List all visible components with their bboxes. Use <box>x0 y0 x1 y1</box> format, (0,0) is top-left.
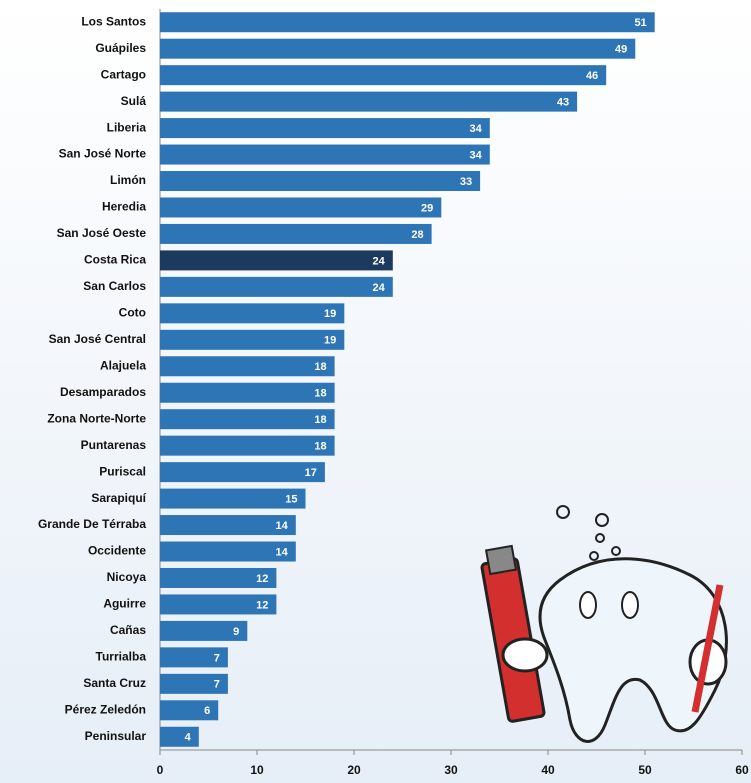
y-tick-label: Santa Cruz <box>83 676 146 690</box>
bar <box>160 382 335 403</box>
y-tick-label: Limón <box>110 173 146 187</box>
bar <box>160 38 636 59</box>
bar <box>160 594 277 615</box>
y-tick-label: Aguirre <box>103 597 146 611</box>
value-label: 12 <box>256 573 268 585</box>
y-tick-label: Turrialba <box>96 650 147 664</box>
value-label: 24 <box>373 282 386 294</box>
x-tick-label: 50 <box>638 763 652 777</box>
y-tick-label: Cañas <box>110 623 146 637</box>
value-label: 18 <box>314 361 326 373</box>
bar <box>160 171 481 192</box>
value-label: 6 <box>204 705 210 717</box>
value-label: 28 <box>411 229 423 241</box>
x-tick-label: 20 <box>347 763 361 777</box>
bar <box>160 118 490 139</box>
x-tick-label: 30 <box>444 763 458 777</box>
bar <box>160 435 335 456</box>
bar <box>160 620 248 641</box>
bar <box>160 250 393 271</box>
value-label: 7 <box>214 652 220 664</box>
value-label: 14 <box>276 520 289 532</box>
y-tick-label: Sarapiquí <box>91 491 146 505</box>
bar <box>160 700 219 721</box>
value-label: 34 <box>470 123 483 135</box>
x-tick-label: 0 <box>157 763 164 777</box>
value-label: 14 <box>276 546 289 558</box>
y-tick-label: Nicoya <box>107 570 147 584</box>
bar <box>160 567 277 588</box>
y-tick-label: Occidente <box>88 544 146 558</box>
value-label: 24 <box>373 255 386 267</box>
value-label: 19 <box>324 335 336 347</box>
y-tick-label: San José Oeste <box>57 226 147 240</box>
bar <box>160 329 345 350</box>
y-tick-label: Peninsular <box>85 729 147 743</box>
bar <box>160 515 296 536</box>
value-label: 18 <box>314 441 326 453</box>
bar <box>160 541 296 562</box>
bar <box>160 462 325 483</box>
bar <box>160 673 228 694</box>
value-label: 51 <box>634 17 646 29</box>
y-tick-label: Coto <box>119 306 146 320</box>
value-label: 9 <box>233 626 239 638</box>
x-tick-label: 10 <box>250 763 264 777</box>
value-label: 18 <box>314 388 326 400</box>
bar <box>160 726 199 747</box>
x-tick-label: 40 <box>541 763 555 777</box>
bar <box>160 223 432 244</box>
y-tick-label: Guápiles <box>95 41 146 55</box>
y-tick-label: Desamparados <box>60 385 146 399</box>
bar <box>160 197 442 218</box>
x-tick-label: 60 <box>735 763 749 777</box>
value-label: 34 <box>470 149 483 161</box>
y-tick-label: Liberia <box>107 120 147 134</box>
value-label: 43 <box>557 97 569 109</box>
value-label: 12 <box>256 599 268 611</box>
bar <box>160 303 345 324</box>
value-label: 7 <box>214 679 220 691</box>
y-tick-label: Cartago <box>101 67 146 81</box>
y-tick-label: San José Norte <box>59 147 147 161</box>
value-label: 15 <box>285 493 297 505</box>
value-label: 46 <box>586 70 598 82</box>
y-tick-label: Zona Norte-Norte <box>47 411 146 425</box>
bar <box>160 409 335 430</box>
y-tick-label: Puntarenas <box>81 438 147 452</box>
y-tick-label: San José Central <box>49 332 146 346</box>
bar <box>160 488 306 509</box>
bar <box>160 276 393 297</box>
bar <box>160 144 490 165</box>
y-tick-label: Heredia <box>102 200 146 214</box>
value-label: 29 <box>421 202 433 214</box>
y-tick-label: Pérez Zeledón <box>65 702 146 716</box>
y-tick-label: Costa Rica <box>84 253 146 267</box>
value-label: 18 <box>314 414 326 426</box>
value-label: 19 <box>324 308 336 320</box>
tooth-illustration <box>480 505 728 743</box>
bar <box>160 65 607 86</box>
value-label: 33 <box>460 176 472 188</box>
y-tick-label: San Carlos <box>83 279 146 293</box>
bar <box>160 356 335 377</box>
value-label: 17 <box>305 467 317 479</box>
bar <box>160 12 655 33</box>
y-tick-label: Puriscal <box>99 464 146 478</box>
y-tick-label: Grande De Térraba <box>38 517 146 531</box>
value-label: 49 <box>615 44 627 56</box>
y-tick-label: Alajuela <box>100 358 146 372</box>
value-label: 4 <box>185 732 192 744</box>
bar <box>160 91 578 112</box>
y-tick-label: Sulá <box>121 94 147 108</box>
bar <box>160 647 228 668</box>
y-tick-label: Los Santos <box>81 14 146 28</box>
